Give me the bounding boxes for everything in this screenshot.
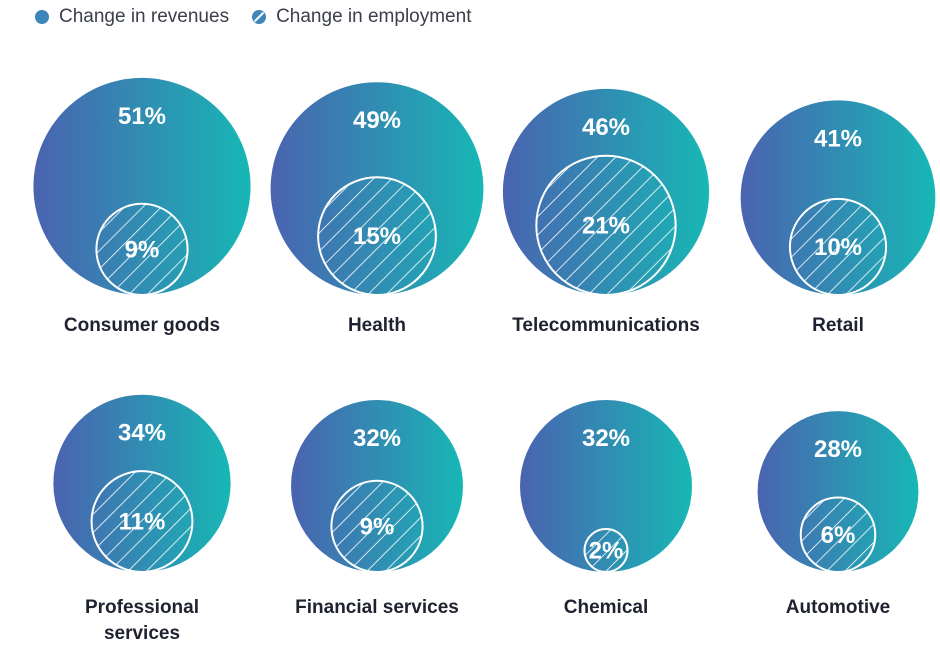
- employment-bubble: [583, 528, 629, 574]
- revenue-bubble: [33, 77, 251, 295]
- bubble-group: 49% 15% Health: [270, 82, 484, 336]
- revenue-bubble: [520, 400, 692, 572]
- bubble-group: 46% 21% Telecommunications: [502, 88, 710, 336]
- legend-label-revenues: Change in revenues: [59, 6, 230, 27]
- revenue-value-label: 41%: [814, 125, 862, 152]
- category-label: Automotive: [786, 597, 891, 618]
- legend: Change in revenues Change in employment: [34, 6, 471, 28]
- employment-bubble: [788, 197, 888, 296]
- category-label: Consumer goods: [64, 315, 220, 336]
- employment-bubble: [317, 176, 437, 296]
- category-label: Professional services: [85, 597, 199, 644]
- revenue-value-label: 51%: [118, 103, 166, 130]
- category-label: Financial services: [295, 597, 459, 618]
- employment-value-label: 6%: [821, 522, 856, 549]
- legend-item-employment: Change in employment: [251, 6, 471, 28]
- revenue-value-label: 28%: [814, 436, 862, 463]
- employment-bubble: [330, 479, 424, 574]
- employment-bubble: [95, 202, 189, 296]
- legend-item-revenues: Change in revenues: [34, 6, 229, 28]
- revenue-value-label: 32%: [353, 425, 401, 452]
- employment-value-label: 10%: [814, 234, 862, 261]
- employment-value-label: 9%: [360, 513, 395, 540]
- employment-bubble: [799, 496, 877, 574]
- employment-value-label: 21%: [582, 212, 630, 239]
- category-label: Health: [348, 315, 406, 336]
- bubble-group: 32% 9% Financial services: [291, 400, 463, 618]
- employment-value-label: 9%: [125, 236, 160, 263]
- bubble-group: 34% 11% Professional services: [53, 394, 231, 644]
- employment-bubble: [90, 470, 194, 573]
- category-label: Chemical: [564, 597, 648, 618]
- revenue-value-label: 32%: [582, 425, 630, 452]
- revenue-value-label: 49%: [353, 107, 401, 134]
- bubble-group: 28% 6% Automotive: [757, 411, 919, 618]
- employment-value-label: 15%: [353, 223, 401, 250]
- legend-label-employment: Change in employment: [276, 6, 472, 27]
- hatched-dot-icon: [252, 10, 267, 24]
- revenue-value-label: 46%: [582, 114, 630, 141]
- category-label: Telecommunications: [512, 315, 700, 336]
- revenue-value-label: 34%: [118, 420, 166, 447]
- employment-bubble: [535, 154, 677, 296]
- bubble-group: 51% 9% Consumer goods: [33, 77, 251, 336]
- revenue-bubble: [757, 411, 919, 572]
- employment-value-label: 11%: [119, 509, 166, 536]
- employment-value-label: 2%: [589, 538, 624, 565]
- bubble-group: 32% 2% Chemical: [520, 400, 692, 618]
- solid-dot-icon: [35, 10, 49, 24]
- category-label: Retail: [812, 315, 864, 336]
- bubble-group: 41% 10% Retail: [740, 100, 936, 336]
